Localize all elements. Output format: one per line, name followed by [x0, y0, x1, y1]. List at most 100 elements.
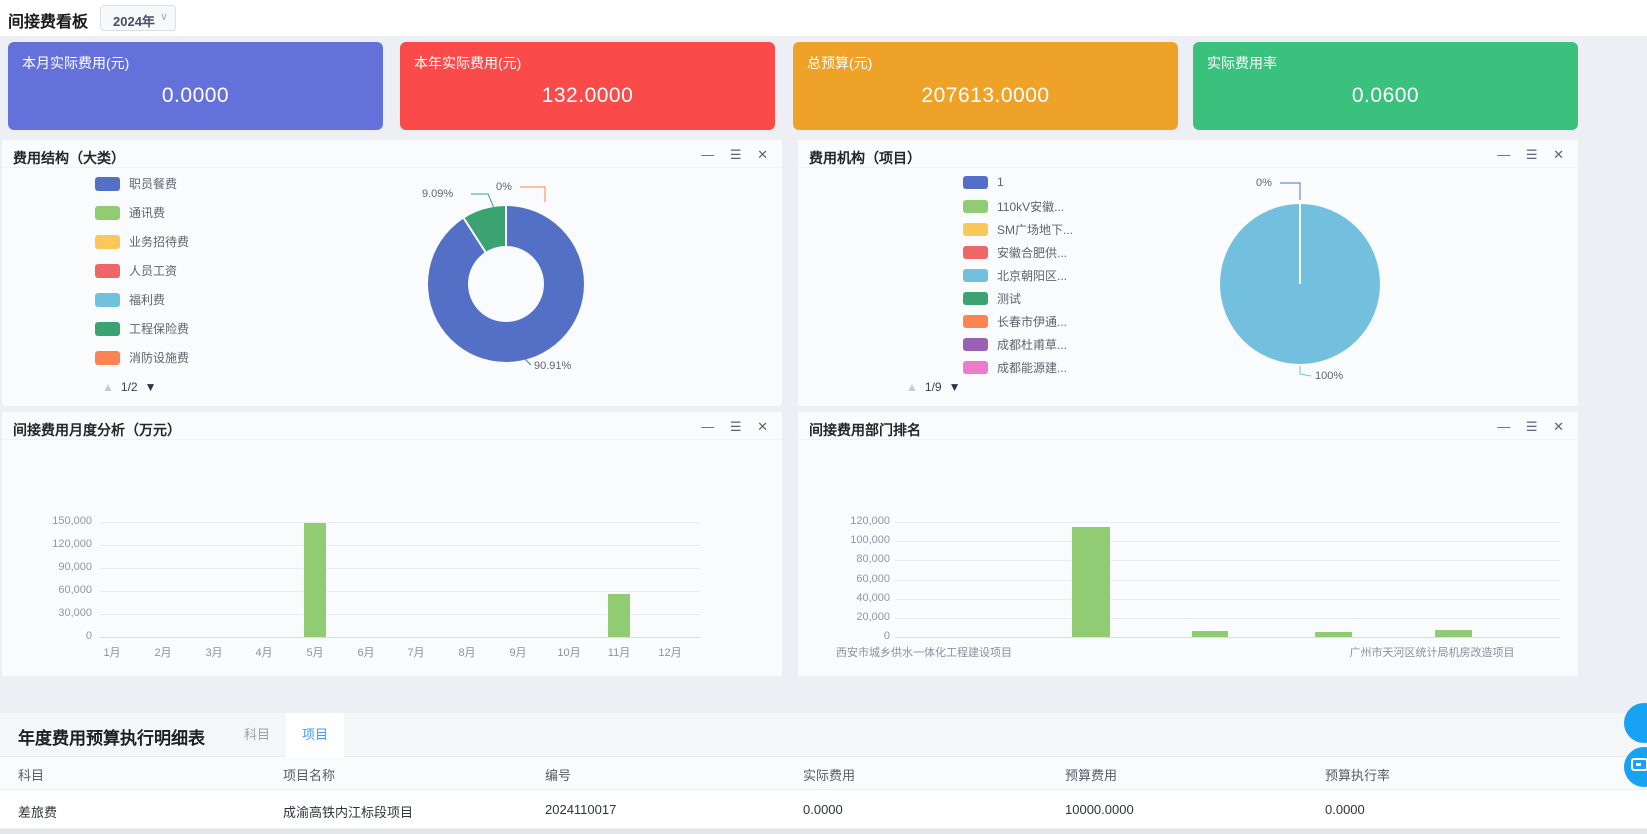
legend-label: 福利费 — [129, 293, 166, 307]
legend-label: 110kV安徽... — [997, 200, 1065, 214]
chevron-down-icon: ∨ — [159, 11, 168, 23]
bar-rank-2 — [1192, 631, 1228, 637]
gridline — [895, 618, 1560, 619]
kpi-value: 132.0000 — [541, 84, 634, 107]
x-tick-label: 11月 — [607, 647, 631, 659]
close-icon[interactable]: ✕ — [1553, 147, 1564, 162]
menu-icon[interactable]: ☰ — [729, 419, 742, 434]
y-tick-label: 0 — [85, 630, 92, 642]
panel-header: 费用机构（项目） — ☰ ✕ — [798, 140, 1578, 168]
legend-item[interactable]: 工程保险费 — [95, 320, 189, 337]
menu-icon[interactable]: ☰ — [1525, 147, 1538, 162]
panel-controls: — ☰ ✕ — [1485, 147, 1564, 163]
menu-icon[interactable]: ☰ — [729, 147, 742, 162]
kpi-label: 本月实际费用(元) — [22, 55, 130, 71]
legend-item[interactable]: 福利费 — [95, 291, 165, 308]
close-icon[interactable]: ✕ — [757, 147, 768, 162]
legend-item[interactable]: 成都能源建... — [963, 359, 1067, 376]
legend-item[interactable]: 业务招待费 — [95, 233, 189, 250]
minimize-icon[interactable]: — — [1497, 147, 1511, 162]
page-down-icon[interactable]: ▼ — [144, 380, 157, 394]
x-tick-label: 8月 — [458, 647, 476, 659]
legend-label: 职员餐费 — [129, 177, 178, 191]
year-select-value: 2024年 — [113, 14, 155, 29]
legend-label: 通讯费 — [129, 206, 166, 220]
legend-item[interactable]: SM广场地下... — [963, 221, 1073, 238]
panel-header: 间接费用部门排名 — ☰ ✕ — [798, 412, 1578, 440]
year-select[interactable]: 2024年 ∨ — [100, 5, 176, 31]
legend-swatch — [963, 269, 988, 282]
kpi-card-month-actual: 本月实际费用(元) 0.0000 — [8, 42, 383, 130]
legend-label: 业务招待费 — [129, 235, 190, 249]
legend-label: 成都能源建... — [997, 361, 1068, 375]
legend-item[interactable]: 成都杜甫草... — [963, 336, 1067, 353]
page-title: 间接费看板 — [8, 14, 89, 31]
legend-swatch — [963, 338, 988, 351]
minimize-icon[interactable]: — — [701, 147, 715, 162]
legend-item[interactable]: 通讯费 — [95, 204, 165, 221]
legend-swatch — [963, 292, 988, 305]
kpi-label: 实际费用率 — [1207, 55, 1277, 71]
panel-header: 间接费用月度分析（万元） — ☰ ✕ — [2, 412, 782, 440]
bar-rank-4 — [1435, 630, 1472, 637]
y-tick-label: 80,000 — [856, 553, 890, 565]
gridline — [895, 541, 1560, 542]
top-bar: 间接费看板 2024年 ∨ — [0, 0, 1647, 36]
legend-swatch — [963, 246, 988, 259]
legend-item[interactable]: 北京朝阳区... — [963, 267, 1067, 284]
y-tick-label: 90,000 — [58, 561, 92, 573]
close-icon[interactable]: ✕ — [757, 419, 768, 434]
legend-swatch — [963, 315, 988, 328]
panel-dept-bar: 间接费用部门排名 — ☰ ✕ 120,000 100,000 80,000 60… — [798, 412, 1578, 676]
y-tick-label: 60,000 — [58, 584, 92, 596]
legend-item[interactable]: 长春市伊通... — [963, 313, 1067, 330]
tab-project[interactable]: 项目 — [286, 713, 344, 758]
legend-label: 北京朝阳区... — [997, 269, 1068, 283]
panel-title: 间接费用月度分析（万元） — [13, 422, 181, 438]
menu-icon[interactable]: ☰ — [1525, 419, 1538, 434]
legend-label: 人员工资 — [129, 264, 178, 278]
minimize-icon[interactable]: — — [701, 419, 715, 434]
legend-item[interactable]: 职员餐费 — [95, 175, 177, 192]
page-indicator: 1/9 — [924, 380, 942, 394]
tab-subject[interactable]: 科目 — [243, 727, 270, 742]
bar-rank-1 — [1072, 527, 1110, 637]
legend-swatch — [95, 350, 120, 365]
legend-label: 长春市伊通... — [997, 315, 1068, 329]
page-down-icon[interactable]: ▼ — [948, 380, 961, 394]
floating-action-button[interactable] — [1624, 703, 1647, 743]
column-header: 预算费用 — [1065, 768, 1118, 783]
legend-swatch — [95, 321, 120, 336]
x-axis-line — [100, 637, 700, 638]
pie-label: 90.91% — [534, 360, 572, 372]
legend-item[interactable]: 安徽合肥供... — [963, 244, 1067, 261]
legend-label: SM广场地下... — [997, 223, 1074, 237]
column-header: 预算执行率 — [1325, 768, 1391, 783]
cell-code: 2024110017 — [545, 802, 617, 817]
x-tick-label: 3月 — [205, 647, 223, 659]
donut-hole — [468, 246, 544, 322]
page-up-icon[interactable]: ▲ — [906, 380, 918, 394]
legend-item[interactable]: 测试 — [963, 290, 1021, 307]
horizontal-scrollbar[interactable] — [0, 829, 1647, 834]
legend-label: 成都杜甫草... — [997, 338, 1068, 352]
x-axis-line — [895, 637, 1560, 638]
legend-pager: ▲ 1/2 ▼ — [102, 380, 156, 394]
legend-item[interactable]: 消防设施费 — [95, 349, 189, 366]
table-row: 差旅费 成渝高铁内江标段项目 2024110017 0.0000 10000.0… — [0, 790, 1647, 829]
gridline — [895, 580, 1560, 581]
page-up-icon[interactable]: ▲ — [102, 380, 114, 394]
panel-header: 费用结构（大类） — ☰ ✕ — [2, 140, 782, 168]
legend-swatch — [95, 176, 120, 191]
gridline — [895, 599, 1560, 600]
minimize-icon[interactable]: — — [1497, 419, 1511, 434]
y-tick-label: 100,000 — [850, 534, 890, 546]
legend-item[interactable]: 人员工资 — [95, 262, 177, 279]
legend-item[interactable]: 1 — [963, 175, 1004, 189]
legend-label: 测试 — [997, 292, 1022, 306]
legend-swatch — [963, 361, 988, 374]
gridline — [895, 522, 1560, 523]
kpi-value: 0.0000 — [161, 84, 230, 107]
legend-item[interactable]: 110kV安徽... — [963, 198, 1064, 215]
close-icon[interactable]: ✕ — [1553, 419, 1564, 434]
